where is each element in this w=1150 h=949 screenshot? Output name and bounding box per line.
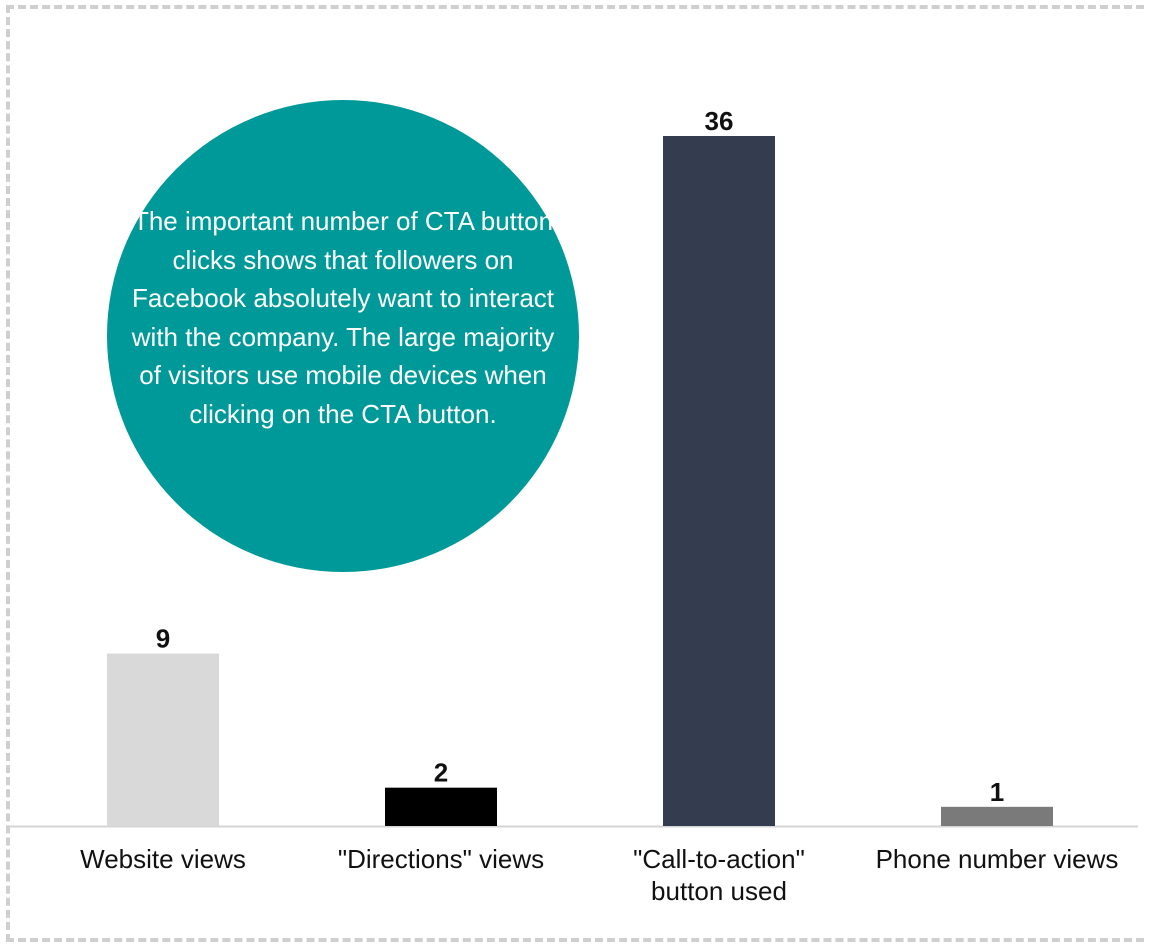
bar-1 xyxy=(107,653,219,826)
category-label-4: Phone number views xyxy=(857,843,1137,875)
category-label-line: "Call-to-action" xyxy=(633,844,805,874)
category-label-2: "Directions" views xyxy=(301,843,581,875)
data-label-1: 9 xyxy=(156,624,170,654)
annotation-bubble: The important number of CTA button click… xyxy=(107,100,579,572)
category-label-1: Website views xyxy=(23,843,303,875)
bar-4 xyxy=(941,806,1053,826)
bar-2 xyxy=(385,787,497,826)
annotation-text: The important number of CTA button click… xyxy=(131,206,555,429)
chart-frame xyxy=(6,5,1144,942)
category-label-line: Phone number views xyxy=(875,844,1119,874)
data-label-4: 1 xyxy=(990,777,1004,807)
category-label-line: Website views xyxy=(80,844,246,874)
data-label-3: 36 xyxy=(705,106,734,136)
data-label-2: 2 xyxy=(434,758,448,788)
category-label-line: "Directions" views xyxy=(337,844,545,874)
bar-3 xyxy=(663,136,775,826)
category-label-line: button used xyxy=(651,876,787,906)
category-label-3: "Call-to-action" button used xyxy=(579,843,859,907)
